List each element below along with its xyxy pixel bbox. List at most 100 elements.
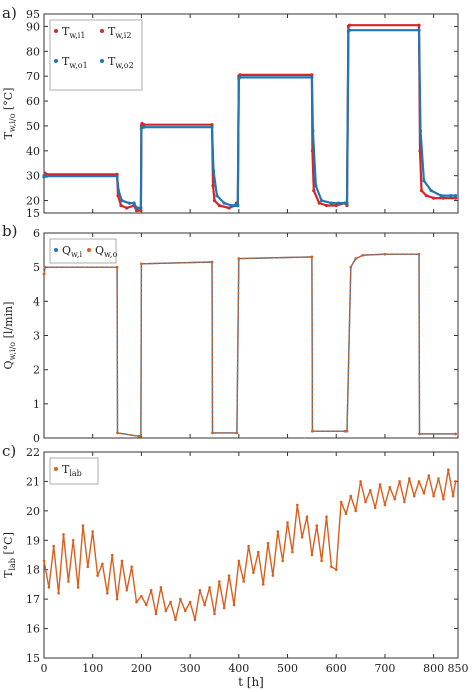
data-point (154, 612, 158, 616)
y-tick-label: 90 (26, 20, 40, 33)
data-point (347, 28, 351, 32)
data-point (334, 568, 338, 571)
data-point (311, 129, 315, 133)
y-tick-label: 21 (26, 475, 40, 488)
data-point (232, 603, 236, 607)
legend-entry: Tw,i2 (108, 25, 131, 40)
y-tick-label: 70 (26, 70, 40, 83)
data-point (429, 189, 433, 193)
series-line-Q_w,o (43, 253, 456, 437)
data-point (291, 550, 294, 554)
data-point (417, 23, 421, 27)
x-tick-label: 600 (326, 662, 347, 675)
data-point (164, 609, 168, 613)
data-point (437, 477, 440, 480)
data-point (227, 574, 231, 577)
legend-entry: Qw,i (62, 244, 82, 259)
data-point (317, 201, 321, 205)
data-point (115, 265, 119, 269)
data-point (188, 600, 192, 604)
data-point (211, 184, 215, 188)
data-point (432, 196, 436, 200)
x-tick-label: 300 (180, 662, 201, 675)
legend-entry-sub: w,i1 (69, 31, 85, 40)
plot-frame (43, 13, 459, 214)
data-point (115, 597, 119, 601)
data-point (329, 201, 333, 205)
data-point (213, 612, 216, 616)
legend-marker (54, 29, 58, 33)
data-point (378, 483, 382, 486)
data-point (442, 497, 445, 501)
x-tick-label: 500 (277, 662, 298, 675)
data-point (432, 494, 435, 498)
data-point (345, 203, 349, 208)
legend-marker (54, 59, 58, 63)
y-tick-label: 15 (26, 207, 40, 220)
data-point (198, 589, 202, 592)
x-tick-label: 100 (82, 662, 103, 675)
y-tick-label: 2 (33, 364, 40, 377)
legend-entry: Tw,o1 (62, 55, 88, 70)
data-point (81, 524, 85, 527)
data-point (305, 515, 309, 518)
y-axis-label: Qw,i/o [l/min] (2, 302, 17, 370)
data-point (361, 253, 365, 257)
legend-entry-sub: w,o2 (115, 61, 133, 70)
legend-marker (100, 29, 104, 33)
data-point (211, 169, 216, 173)
data-point (140, 594, 143, 598)
data-point (311, 429, 314, 433)
data-point (43, 265, 47, 269)
data-point (210, 123, 214, 127)
legend-box (49, 238, 117, 264)
data-point (127, 201, 131, 205)
data-point (174, 618, 177, 621)
y-axis-label-unit: [°C] (2, 532, 15, 558)
y-axis-label-sub: w,i/o (8, 113, 17, 132)
y-tick-label: 4 (33, 295, 40, 308)
legend-marker (100, 59, 104, 63)
data-point (337, 201, 341, 205)
legend-entry-main: T (62, 25, 70, 38)
data-point (403, 500, 406, 504)
data-point (210, 260, 214, 264)
y-axis-label-sub: w,i/o (8, 342, 17, 361)
data-point (76, 586, 80, 589)
data-point (96, 574, 99, 577)
y-tick-label: 20 (26, 195, 40, 208)
data-point (449, 194, 453, 198)
y-axis-label-main: T (2, 131, 15, 139)
data-point (418, 129, 423, 133)
x-axis-label: t [h] (238, 675, 264, 689)
data-point (139, 208, 143, 213)
data-point (242, 580, 245, 583)
data-point (116, 431, 119, 435)
data-point (373, 506, 377, 510)
data-point (86, 565, 90, 569)
data-point (130, 565, 133, 569)
data-point (238, 73, 242, 77)
data-point (454, 480, 457, 483)
data-point (101, 562, 104, 566)
data-point (115, 174, 119, 178)
data-point (236, 203, 240, 208)
data-point (310, 553, 314, 557)
data-point (408, 477, 411, 480)
data-point (183, 609, 187, 613)
data-point (324, 203, 329, 208)
series-line-Q_w,i (43, 253, 456, 437)
y-tick-label: 95 (26, 8, 40, 21)
data-point (345, 429, 349, 433)
legend-box (49, 457, 99, 485)
y-tick-label: 20 (26, 505, 40, 518)
data-point (364, 500, 367, 504)
data-point (325, 515, 328, 518)
data-point (359, 480, 362, 483)
data-point (422, 491, 426, 495)
data-point (139, 435, 143, 438)
data-point (116, 189, 121, 193)
data-point (354, 509, 358, 513)
legend-marker (54, 248, 58, 252)
